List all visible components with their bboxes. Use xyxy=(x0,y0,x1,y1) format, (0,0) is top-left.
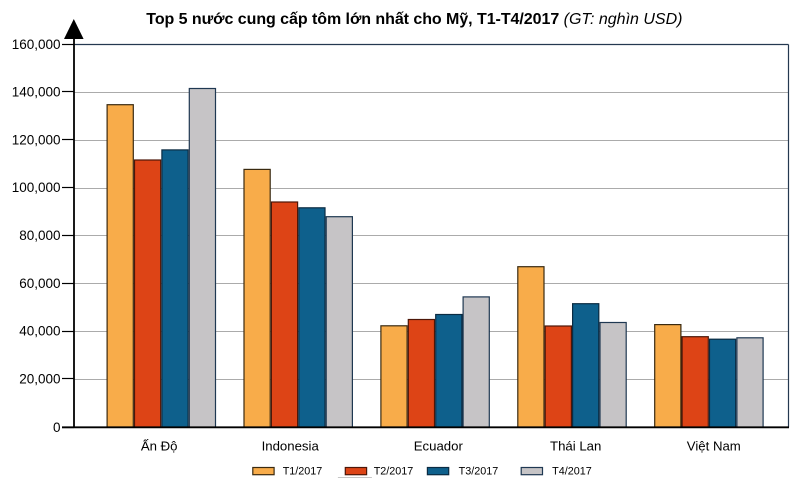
svg-text:120,000: 120,000 xyxy=(12,132,61,147)
svg-text:Thái Lan: Thái Lan xyxy=(550,439,601,454)
svg-text:160,000: 160,000 xyxy=(12,37,61,52)
svg-text:Ấn Độ: Ấn Độ xyxy=(141,439,178,454)
svg-text:0: 0 xyxy=(53,420,61,435)
svg-text:Việt Nam: Việt Nam xyxy=(687,439,741,454)
svg-text:20,000: 20,000 xyxy=(19,372,60,387)
svg-text:Top 5 nước cung cấp tôm lớn nh: Top 5 nước cung cấp tôm lớn nhất cho Mỹ,… xyxy=(146,11,682,28)
svg-text:100,000: 100,000 xyxy=(12,180,61,195)
svg-text:T2/2017: T2/2017 xyxy=(374,466,414,478)
svg-text:40,000: 40,000 xyxy=(19,324,60,339)
svg-text:60,000: 60,000 xyxy=(19,276,60,291)
svg-text:T1/2017: T1/2017 xyxy=(283,466,323,478)
svg-text:80,000: 80,000 xyxy=(19,228,60,243)
svg-text:T4/2017: T4/2017 xyxy=(552,466,592,478)
svg-text:T3/2017: T3/2017 xyxy=(459,466,499,478)
svg-text:Indonesia: Indonesia xyxy=(262,439,320,454)
svg-text:140,000: 140,000 xyxy=(12,85,61,100)
svg-text:Ecuador: Ecuador xyxy=(414,439,464,454)
